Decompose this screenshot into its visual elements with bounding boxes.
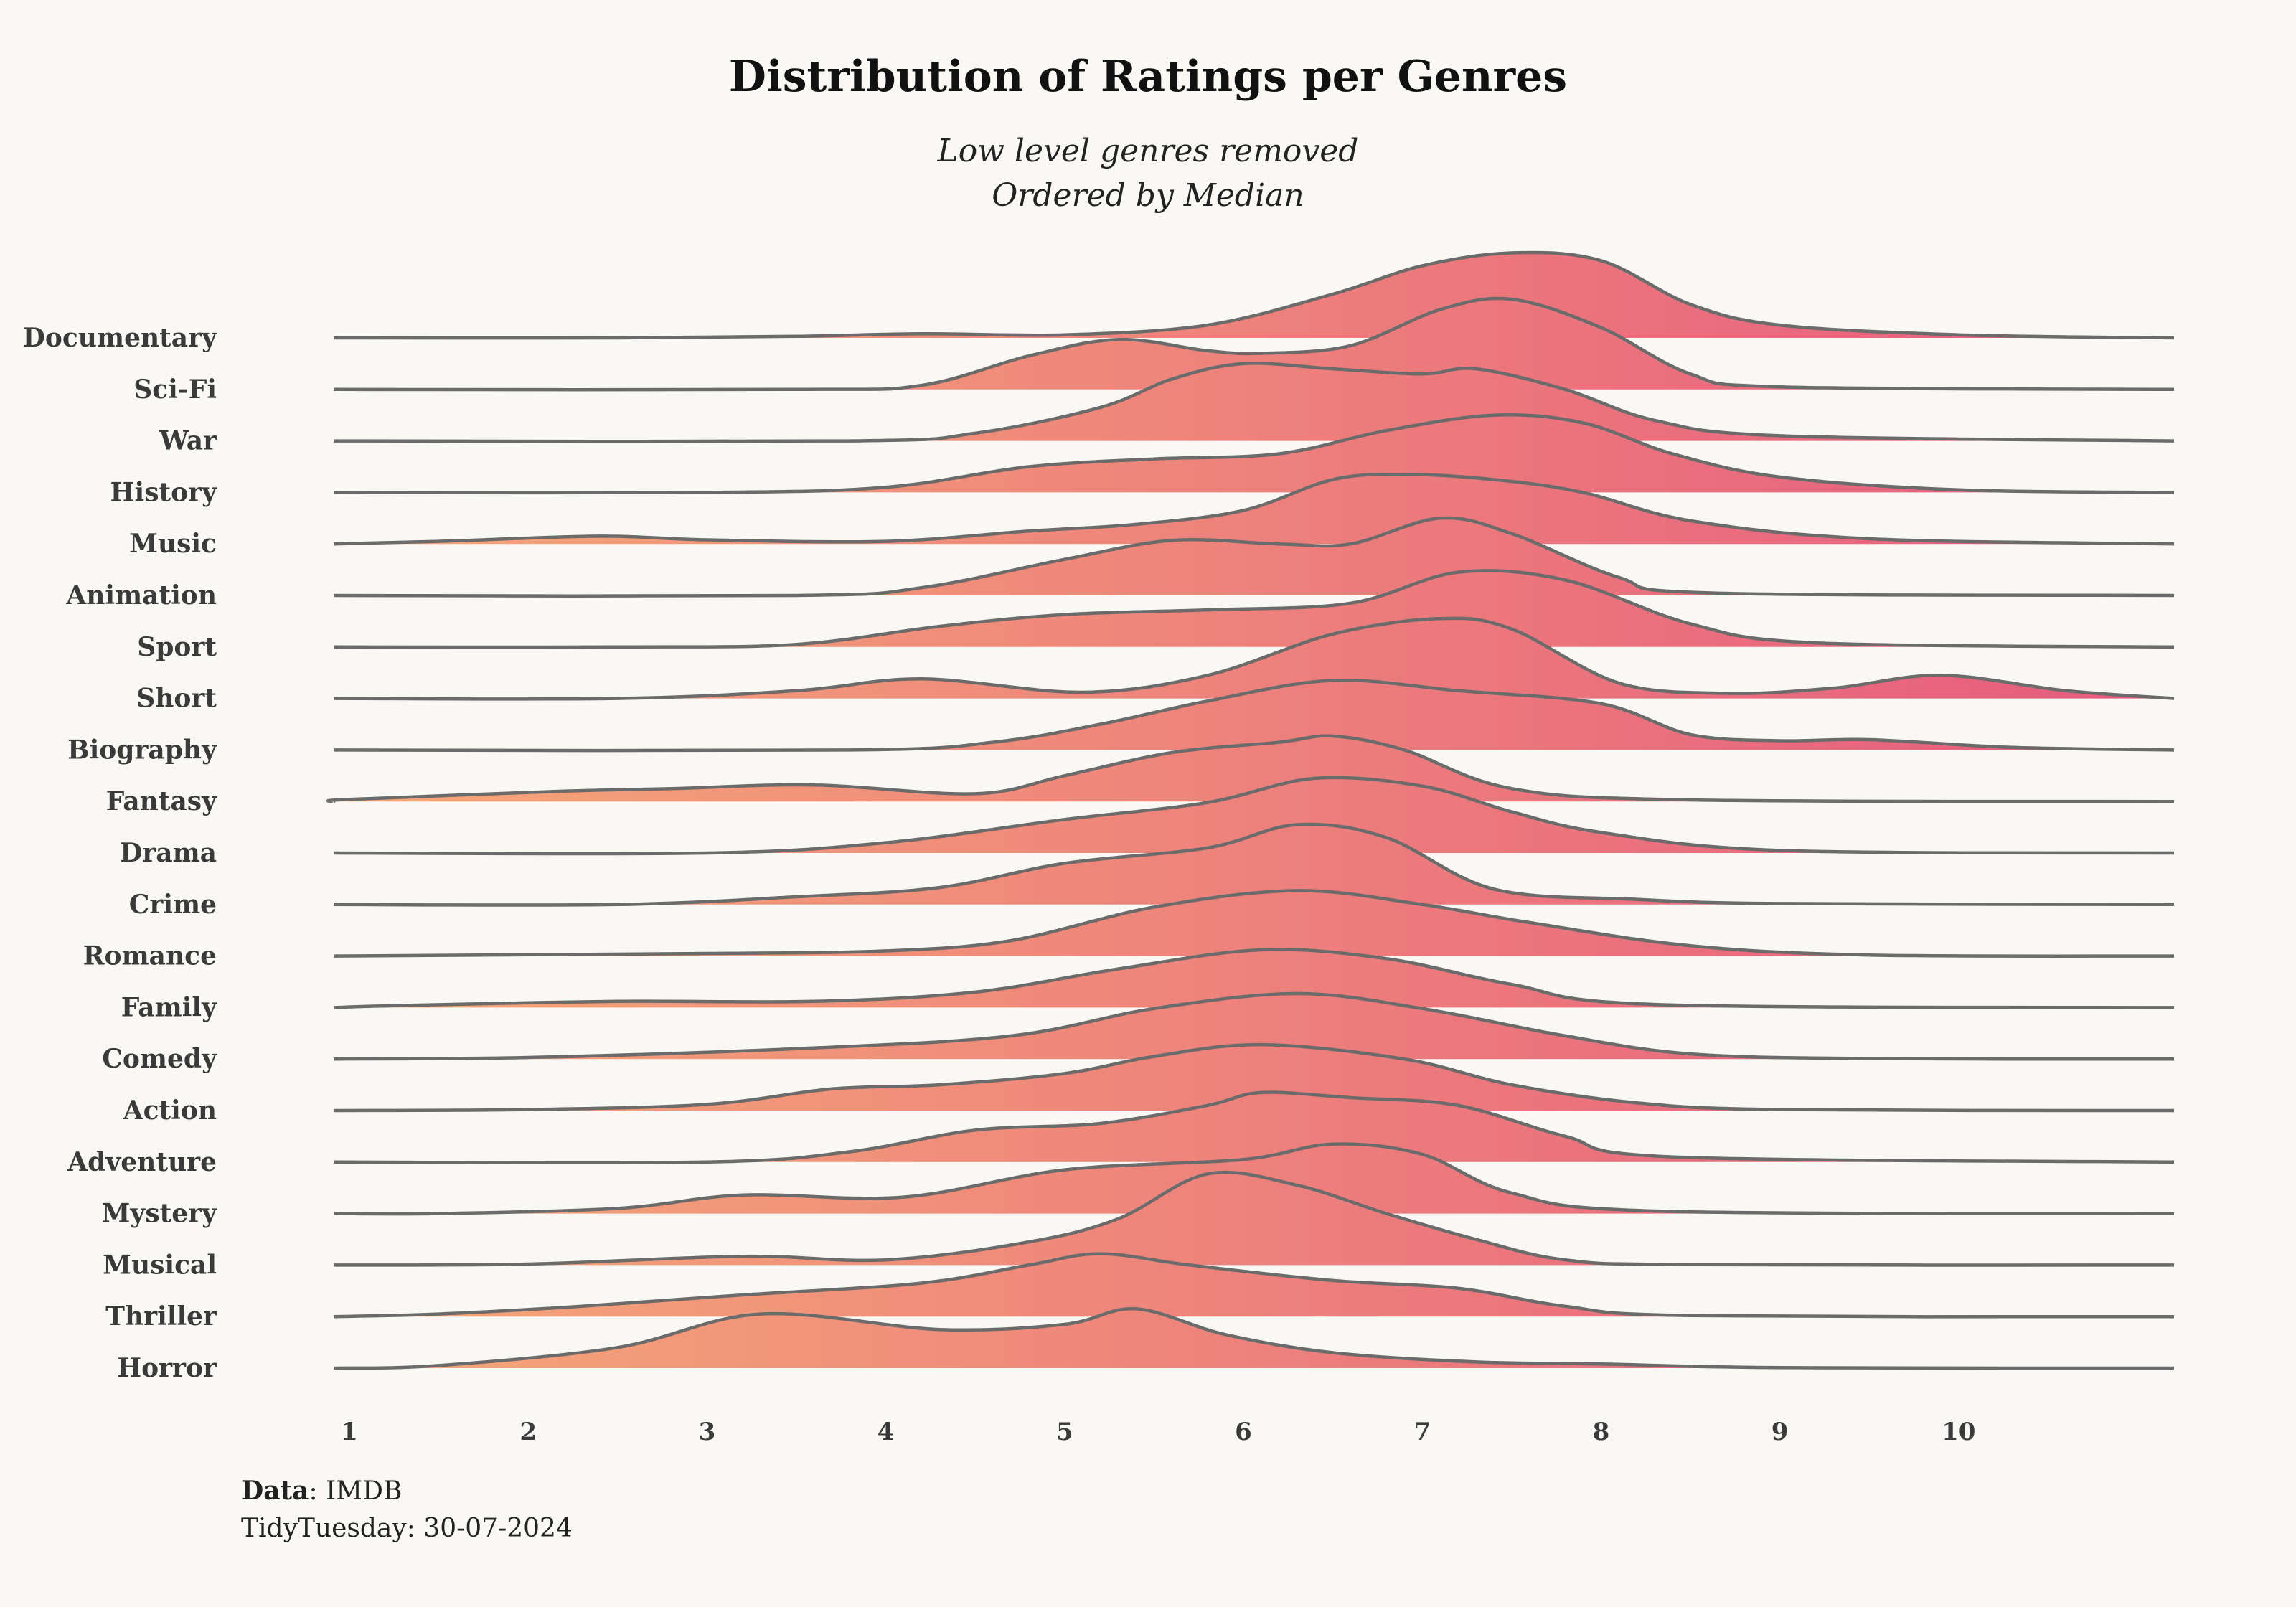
ridge-line-thriller xyxy=(333,1252,2175,1319)
ridge-action xyxy=(333,1042,2175,1113)
ridge-line-horror xyxy=(333,1307,2175,1370)
ridge-sport xyxy=(333,569,2175,649)
genre-label-family: Family xyxy=(121,992,217,1022)
genre-label-adventure: Adventure xyxy=(67,1147,217,1177)
ridge-line-animation xyxy=(333,516,2175,598)
x-tick-label-1: 1 xyxy=(341,1418,358,1446)
ridge-area-documentary xyxy=(334,252,2174,339)
ridge-area-adventure xyxy=(334,1092,2174,1163)
ridge-area-comedy xyxy=(334,994,2174,1060)
ridge-area-animation xyxy=(334,517,2174,596)
genre-label-documentary: Documentary xyxy=(23,323,217,353)
ridge-line-musical xyxy=(333,1170,2175,1267)
caption-data-source: Data: IMDB xyxy=(241,1472,573,1510)
ridge-biography xyxy=(333,678,2175,753)
ridge-area-horror xyxy=(334,1309,2174,1368)
ridge-area-crime xyxy=(334,824,2174,905)
ridge-line-war xyxy=(333,362,2175,443)
ridge-line-romance xyxy=(333,889,2175,958)
ridge-area-romance xyxy=(334,890,2174,956)
genre-label-sport: Sport xyxy=(137,632,217,662)
genre-label-crime: Crime xyxy=(129,890,217,920)
ridge-line-adventure xyxy=(333,1090,2175,1165)
genre-label-history: History xyxy=(110,477,218,507)
ridge-area-war xyxy=(334,363,2174,442)
chart-title: Distribution of Ratings per Genres xyxy=(728,52,1568,102)
chart-subtitle-line-2: Ordered by Median xyxy=(992,177,1304,214)
ridge-family xyxy=(333,948,2175,1009)
ridge-line-music xyxy=(333,472,2175,546)
genre-label-musical: Musical xyxy=(103,1250,217,1280)
ridge-romance xyxy=(333,889,2175,958)
genre-label-fantasy: Fantasy xyxy=(106,786,217,816)
genre-label-comedy: Comedy xyxy=(102,1044,217,1074)
ridge-line-short xyxy=(333,616,2175,701)
genre-label-war: War xyxy=(159,426,217,456)
genre-label-sci-fi: Sci-Fi xyxy=(133,374,217,405)
ridge-area-history xyxy=(334,415,2174,493)
genre-label-mystery: Mystery xyxy=(102,1199,218,1229)
x-tick-label-9: 9 xyxy=(1772,1418,1789,1446)
genre-label-animation: Animation xyxy=(65,580,217,611)
genre-label-romance: Romance xyxy=(83,941,217,971)
x-tick-label-8: 8 xyxy=(1593,1418,1610,1446)
ridge-line-comedy xyxy=(333,991,2175,1061)
ridge-animation xyxy=(333,516,2175,598)
x-tick-label-6: 6 xyxy=(1235,1418,1252,1446)
ridge-line-fantasy xyxy=(326,734,2175,804)
ridge-fantasy xyxy=(326,734,2175,804)
x-tick-label-3: 3 xyxy=(699,1418,716,1446)
caption-data-value: : IMDB xyxy=(309,1476,403,1506)
x-axis-ticks-group: 1 2 3 4 5 6 7 8 9 10 xyxy=(341,1418,1975,1446)
genre-label-action: Action xyxy=(123,1095,217,1126)
ridge-line-crime xyxy=(333,822,2175,907)
ridge-line-family xyxy=(333,948,2175,1009)
x-tick-label-5: 5 xyxy=(1056,1418,1073,1446)
ridge-musical xyxy=(333,1170,2175,1267)
genre-labels-group: Documentary Sci-Fi War History Music Animatio… xyxy=(23,323,217,1383)
caption-tidytuesday: TidyTuesday: 30-07-2024 xyxy=(241,1514,573,1544)
ridge-drama xyxy=(333,776,2175,856)
ridge-comedy xyxy=(333,991,2175,1061)
ridge-area-drama xyxy=(334,777,2174,854)
genre-label-drama: Drama xyxy=(120,838,217,868)
ridge-area-musical xyxy=(334,1172,2174,1266)
ridge-music xyxy=(333,472,2175,546)
ridge-short xyxy=(333,616,2175,701)
ridge-line-sci-fi xyxy=(333,296,2175,392)
ridge-line-sport xyxy=(333,569,2175,649)
ridge-line-drama xyxy=(333,776,2175,856)
ridge-war xyxy=(333,362,2175,443)
ridge-crime xyxy=(333,822,2175,907)
x-tick-label-4: 4 xyxy=(878,1418,895,1446)
ridge-area-short xyxy=(334,618,2174,699)
genre-label-short: Short xyxy=(136,684,217,714)
caption-data-label: Data xyxy=(241,1476,309,1506)
ridge-line-documentary xyxy=(333,250,2175,340)
chart-subtitle-line-1: Low level genres removed xyxy=(937,133,1359,169)
ridge-line-action xyxy=(333,1042,2175,1113)
genre-label-music: Music xyxy=(129,529,217,559)
ridge-line-history xyxy=(333,413,2175,495)
ridge-area-family xyxy=(334,949,2174,1008)
ridge-area-biography xyxy=(334,680,2174,751)
x-tick-label-7: 7 xyxy=(1413,1418,1431,1446)
ridge-area-thriller xyxy=(334,1253,2174,1317)
genre-label-horror: Horror xyxy=(117,1353,217,1383)
ridge-documentary xyxy=(333,250,2175,340)
ridge-horror xyxy=(333,1307,2175,1370)
ridge-line-mystery xyxy=(333,1142,2175,1216)
x-tick-label-2: 2 xyxy=(519,1418,537,1446)
ridge-line-biography xyxy=(333,678,2175,753)
genre-label-biography: Biography xyxy=(67,735,217,765)
ridge-thriller xyxy=(333,1252,2175,1319)
ridge-adventure xyxy=(333,1090,2175,1165)
caption: Data: IMDB TidyTuesday: 30-07-2024 xyxy=(241,1472,573,1547)
genre-label-thriller: Thriller xyxy=(105,1301,217,1332)
x-tick-label-10: 10 xyxy=(1942,1418,1975,1446)
ridge-history xyxy=(333,413,2175,495)
ridges-group xyxy=(326,250,2175,1370)
